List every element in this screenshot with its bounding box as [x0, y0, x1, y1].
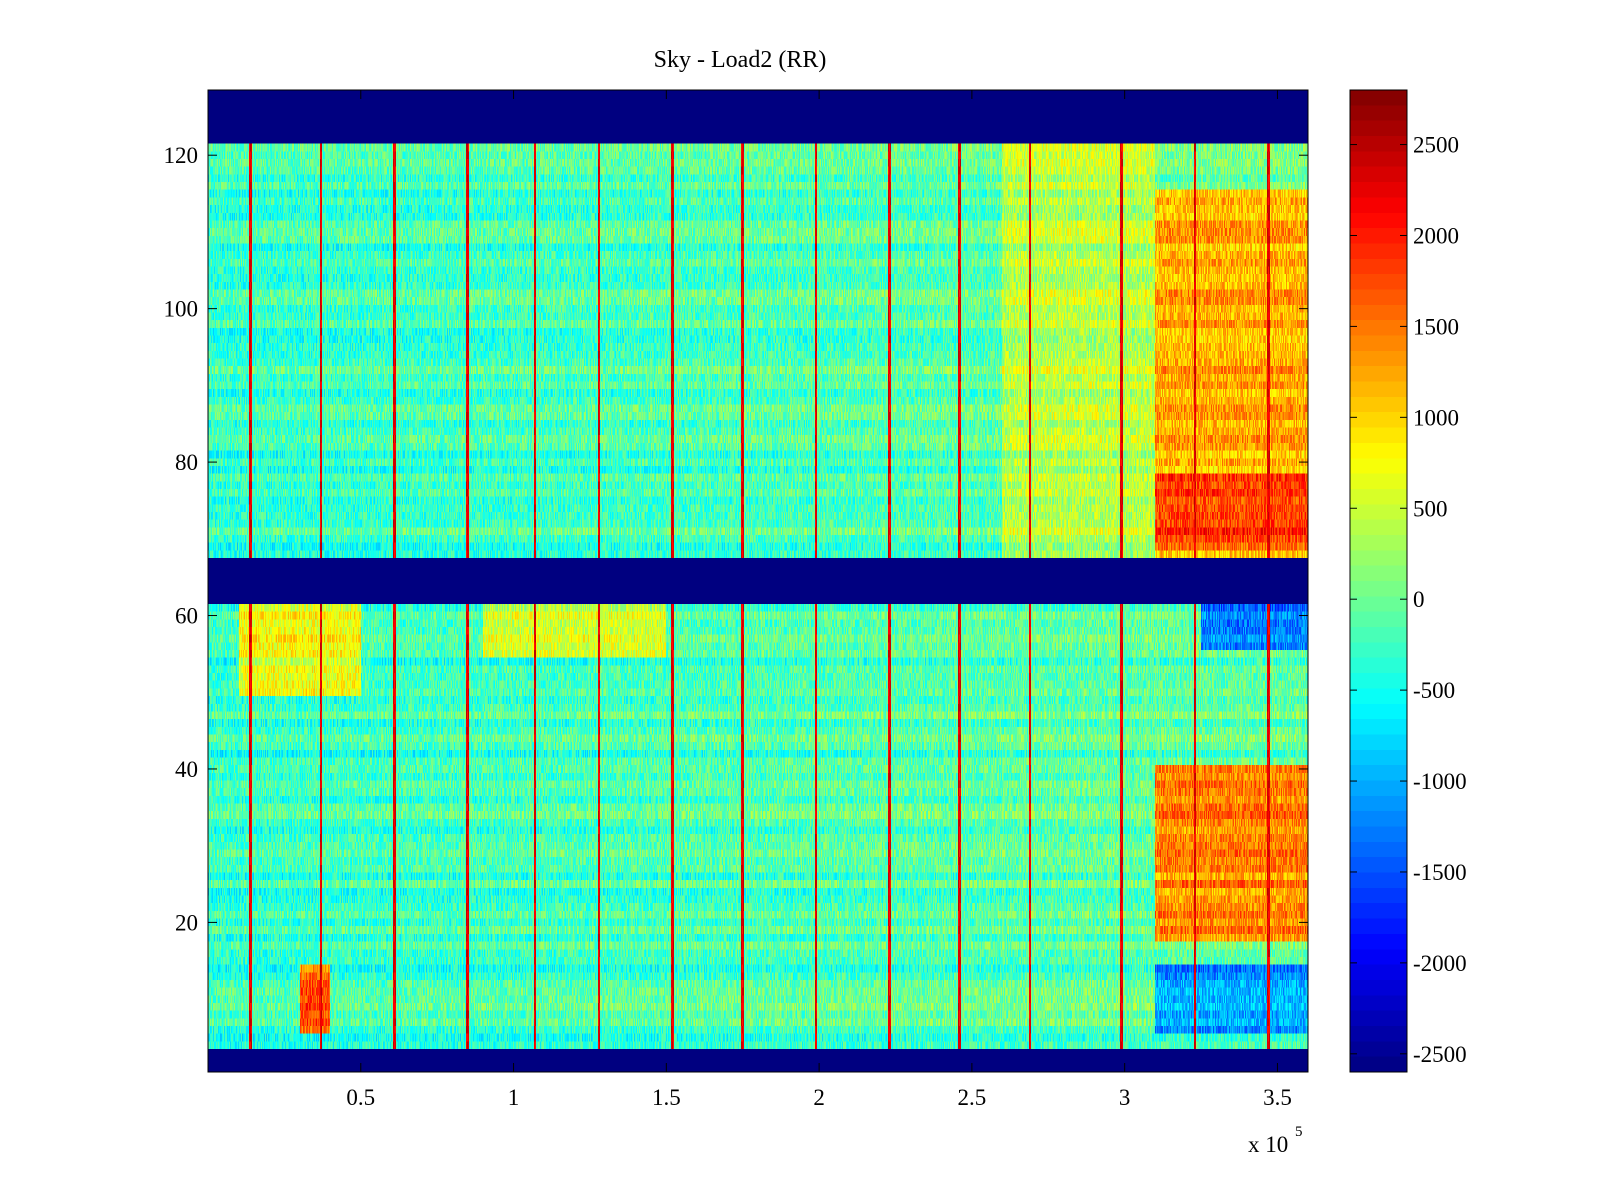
colorbar-tick-label: -1000 — [1413, 769, 1467, 794]
y-tick-label: 40 — [175, 757, 198, 782]
y-tick-label: 80 — [175, 450, 198, 475]
heatmap-plot-area — [207, 89, 1309, 1073]
x-tick-label: 2 — [813, 1085, 825, 1110]
colorbar: -2500 -2000 -1500 -1000 -500 0 500 1000 1500 2000… — [1349, 89, 1467, 1073]
y-tick-label: 120 — [164, 143, 199, 168]
heatmap-frame — [207, 89, 1309, 1073]
colorbar-tick-label: -2500 — [1413, 1042, 1467, 1067]
x-exponent-label: x 10 — [1248, 1132, 1288, 1157]
chart-title: Sky - Load2 (RR) — [654, 47, 827, 73]
y-axis: 20 40 60 80 100 120 — [164, 143, 1308, 935]
colorbar-tick-label: -1500 — [1413, 860, 1467, 885]
colorbar-tick-label: 0 — [1413, 587, 1425, 612]
colorbar-axis: -2500 -2000 -1500 -1000 -500 0 500 1000 1500 2000… — [1350, 133, 1467, 1067]
colorbar-tick-label: 1000 — [1413, 405, 1459, 430]
y-tick-label: 60 — [175, 604, 198, 629]
x-tick-label: 1.5 — [652, 1085, 681, 1110]
x-axis: 0.5 1 1.5 2 2.5 3 3.5 — [346, 90, 1292, 1110]
x-tick-label: 0.5 — [346, 1085, 375, 1110]
x-exponent-power: 5 — [1295, 1124, 1303, 1140]
colorbar-tick-label: 1500 — [1413, 314, 1459, 339]
x-tick-label: 1 — [508, 1085, 520, 1110]
colorbar-tick-label: 500 — [1413, 496, 1448, 521]
y-tick-label: 100 — [164, 297, 199, 322]
heatmap-image — [208, 90, 1308, 1072]
x-tick-label: 2.5 — [958, 1085, 987, 1110]
colorbar-tick-label: 2000 — [1413, 223, 1459, 248]
colorbar-gradient — [1350, 90, 1407, 1072]
colorbar-tick-label: -500 — [1413, 678, 1455, 703]
colorbar-frame — [1349, 89, 1408, 1073]
colorbar-tick-label: -2000 — [1413, 951, 1467, 976]
x-tick-label: 3 — [1119, 1085, 1131, 1110]
y-tick-label: 20 — [175, 910, 198, 935]
x-tick-label: 3.5 — [1263, 1085, 1292, 1110]
colorbar-tick-label: 2500 — [1413, 133, 1459, 158]
